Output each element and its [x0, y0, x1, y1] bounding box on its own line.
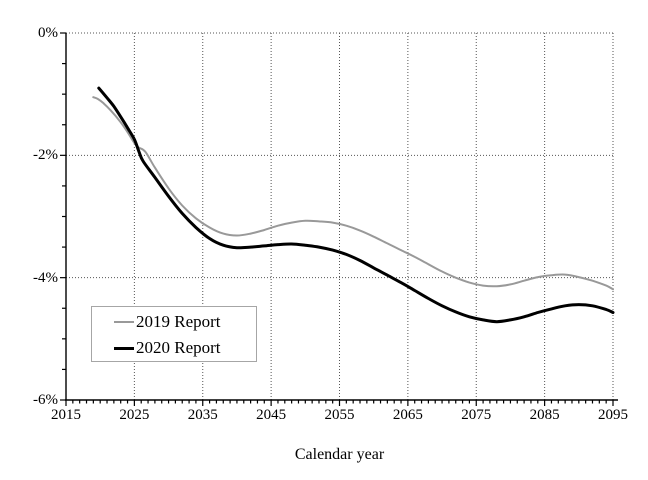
- legend: 2019 Report 2020 Report: [91, 306, 257, 362]
- x-tick-label: 2085: [529, 407, 560, 423]
- y-tick-label: -4%: [33, 269, 58, 286]
- x-tick-label: 2065: [392, 407, 423, 423]
- x-tick-label: 2045: [256, 407, 287, 423]
- y-tick-label: 0%: [38, 25, 58, 41]
- y-tick-label: -6%: [33, 392, 58, 408]
- series-line-2020-report: [97, 86, 615, 324]
- x-tick-label: 2075: [461, 407, 492, 423]
- x-tick-label: 2035: [187, 407, 218, 423]
- x-tick-label: 2095: [598, 407, 628, 423]
- x-axis-title: Calendar year: [294, 446, 385, 463]
- series-line-2019-report: [92, 96, 614, 291]
- legend-label-2019: 2019 Report: [136, 312, 221, 331]
- legend-line-swatch-2020: [114, 346, 134, 350]
- legend-line-swatch-2019: [114, 321, 134, 323]
- y-tick-label: -2%: [33, 147, 58, 164]
- legend-label-2020: 2020 Report: [136, 338, 221, 357]
- legend-item-2020-report: 2020 Report: [114, 335, 256, 361]
- x-tick-label: 2055: [324, 407, 355, 423]
- legend-item-2019-report: 2019 Report: [114, 309, 256, 335]
- x-tick-label: 2025: [119, 407, 150, 423]
- x-tick-label: 2015: [51, 407, 81, 423]
